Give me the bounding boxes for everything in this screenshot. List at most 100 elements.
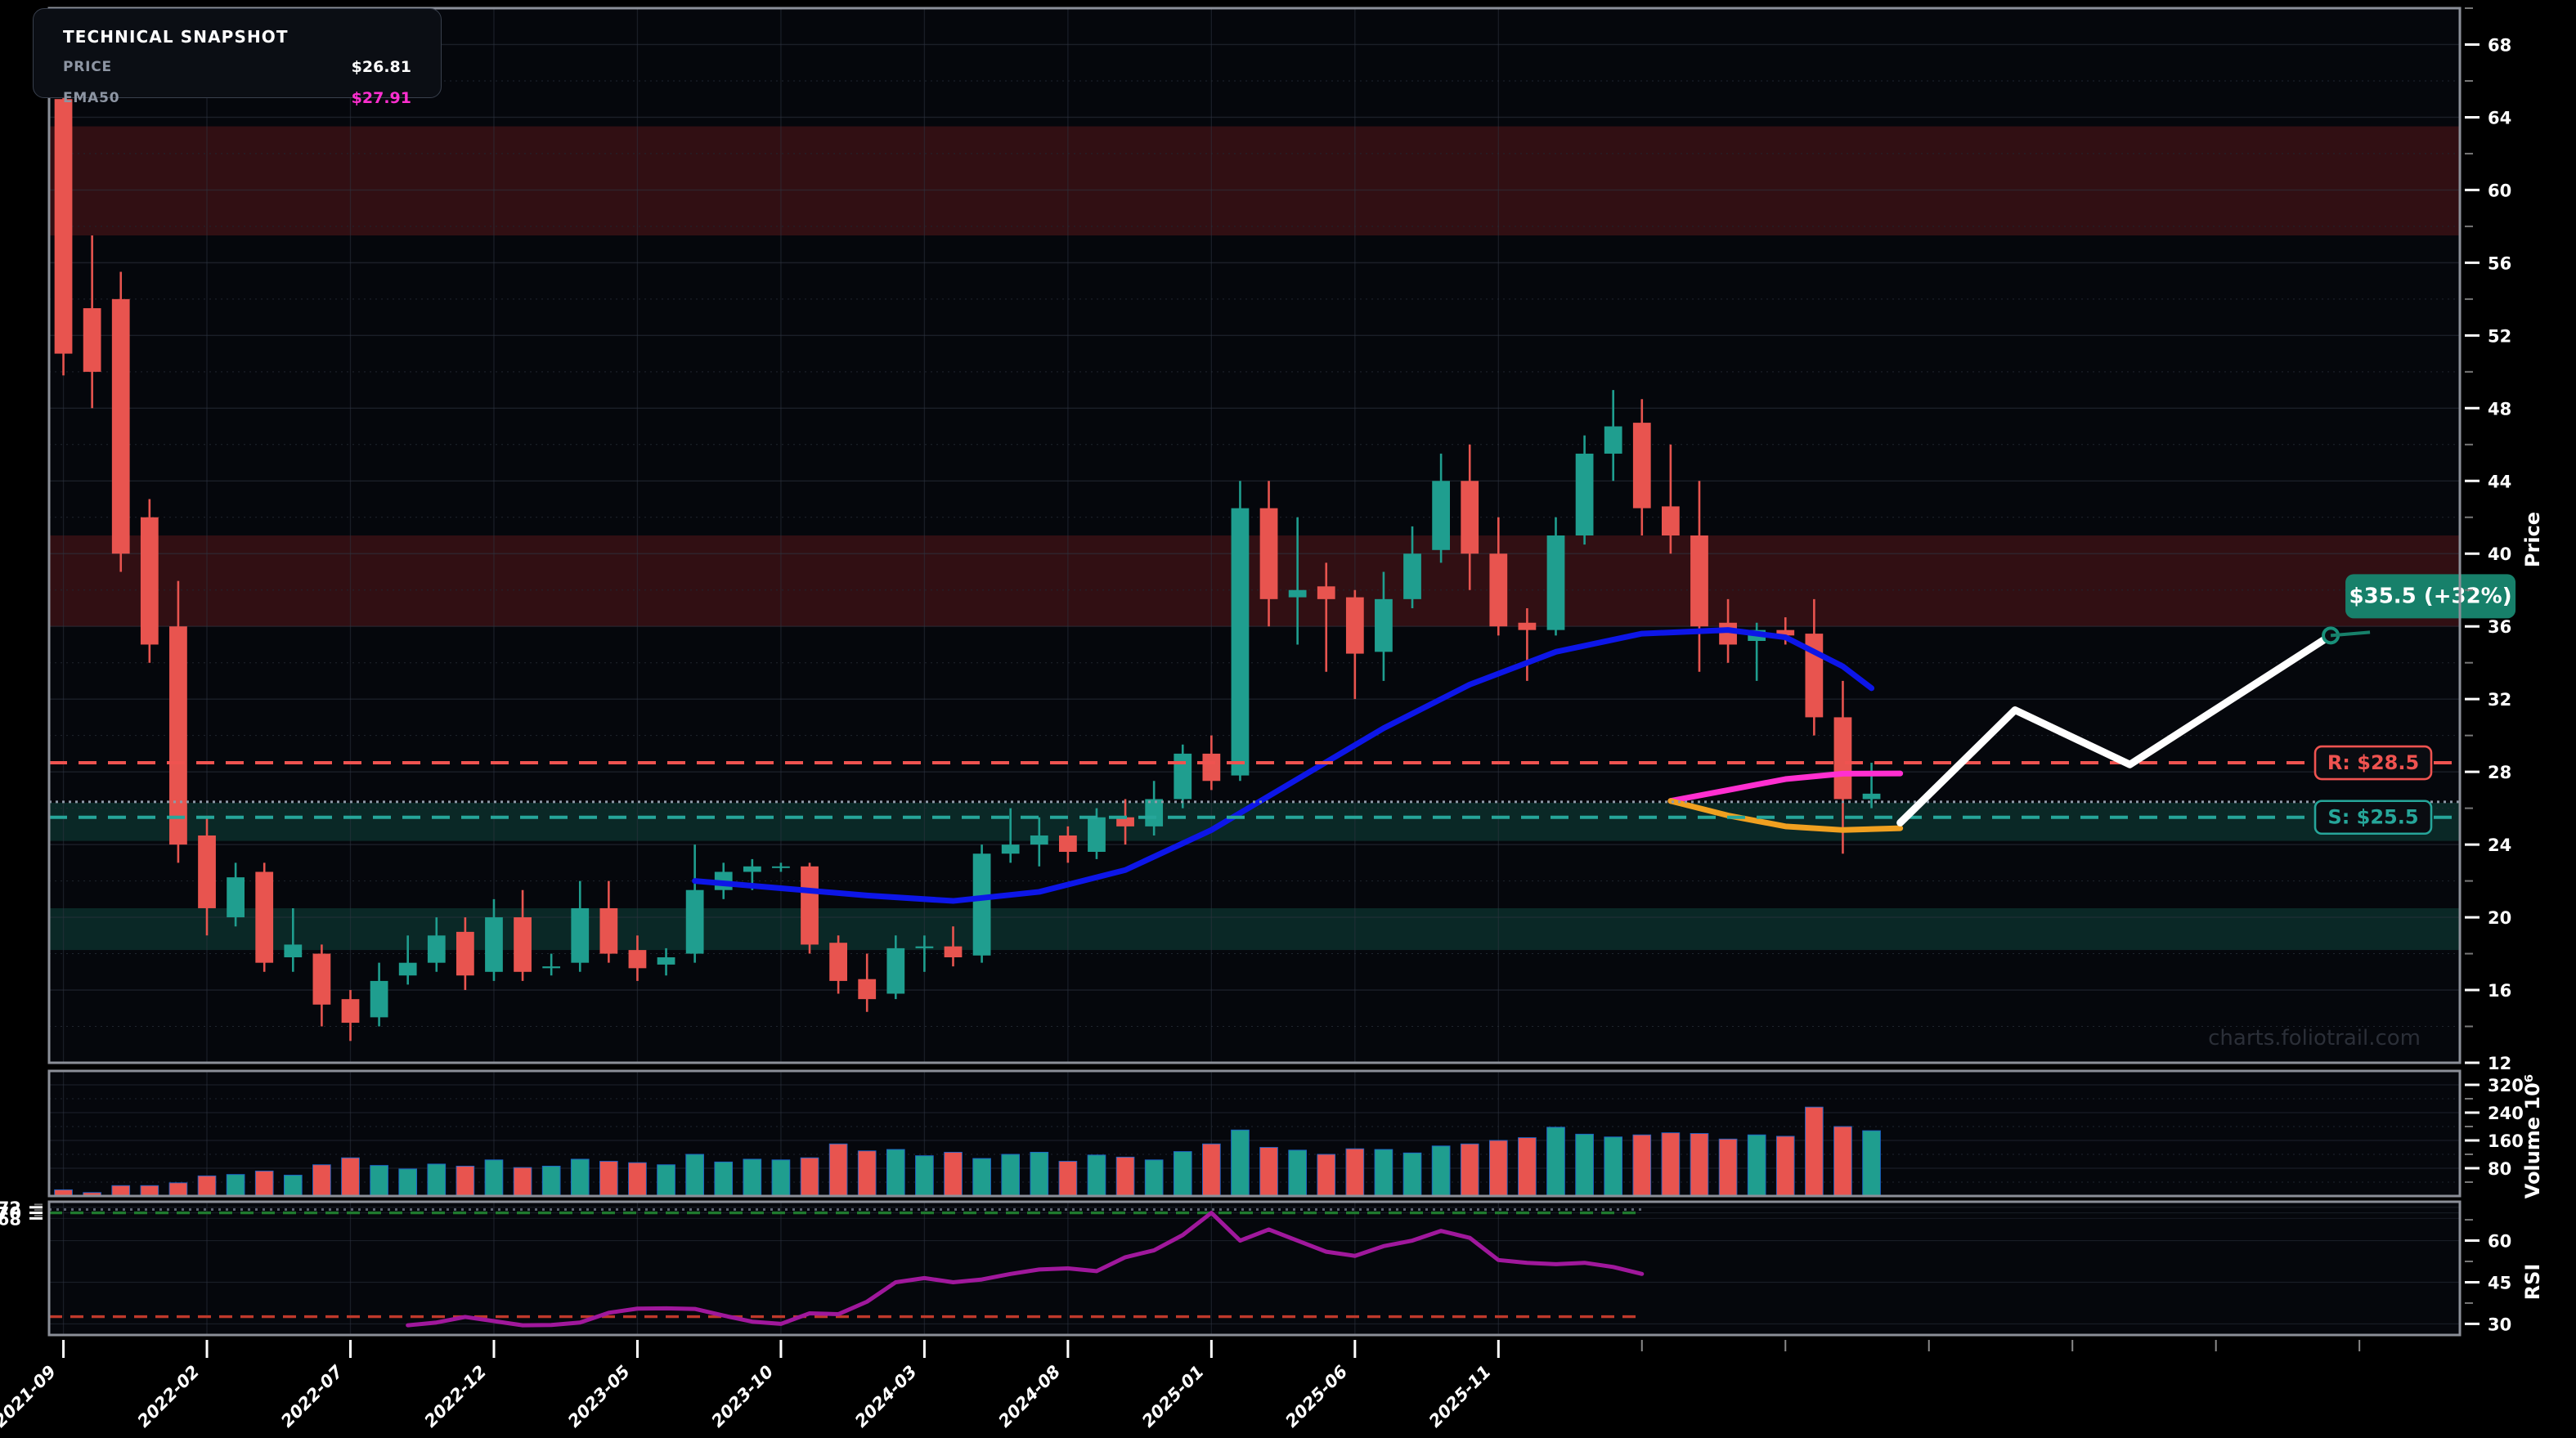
volume-bar <box>1001 1154 1021 1197</box>
volume-bar <box>1604 1136 1623 1197</box>
candle-body <box>1288 589 1307 598</box>
candle-body <box>1202 753 1221 782</box>
tick-label-rsi: 45 <box>2488 1273 2511 1292</box>
volume-bar <box>1718 1138 1738 1197</box>
candle-body <box>972 853 991 956</box>
candle-body <box>255 871 274 963</box>
candle-body <box>657 957 675 965</box>
tick-label-price: 36 <box>2488 617 2511 637</box>
volume-bar <box>111 1185 131 1197</box>
volume-bar <box>1115 1156 1135 1197</box>
candle-body <box>944 946 963 957</box>
resistance-badge: R: $28.5 <box>2313 745 2433 781</box>
tick-label-price: 12 <box>2488 1054 2511 1073</box>
axis-title-volume: Volume 10⁶ <box>2521 1074 2544 1199</box>
candle-body <box>227 877 245 918</box>
candle-body <box>1088 817 1106 852</box>
target-badge-box <box>2345 574 2516 619</box>
tick-label-rsi: 30 <box>2488 1315 2511 1334</box>
volume-bar <box>714 1161 734 1197</box>
candle-body <box>1145 799 1164 827</box>
tick-label-price: 20 <box>2488 908 2511 928</box>
candle-body <box>1030 835 1048 845</box>
candle-body <box>1489 553 1508 627</box>
volume-bar <box>197 1175 217 1197</box>
tick-label-price: 44 <box>2488 472 2511 491</box>
volume-bar <box>1259 1147 1278 1197</box>
ema50-magenta-line <box>1667 770 1904 804</box>
support-badge-box <box>2313 800 2433 835</box>
rsi-panel-background <box>49 1202 2460 1335</box>
tick-label-volume: 160 <box>2488 1131 2524 1151</box>
candle-body <box>1690 535 1708 627</box>
volume-bar <box>168 1182 188 1197</box>
volume-bar <box>1345 1148 1365 1197</box>
candle-body <box>398 962 417 976</box>
volume-bar <box>254 1170 274 1197</box>
volume-bar <box>1546 1127 1565 1197</box>
volume-bar <box>283 1175 303 1197</box>
volume-bar <box>427 1163 447 1197</box>
candle-body <box>829 943 847 981</box>
candle-body <box>427 935 446 963</box>
candle-body <box>685 889 704 954</box>
volume-bar <box>1690 1133 1709 1197</box>
resistance-badge-text: R: $28.5 <box>2327 751 2419 774</box>
candle-body <box>1461 481 1479 554</box>
volume-bar <box>886 1149 905 1197</box>
snapshot-label-price: PRICE <box>63 59 112 75</box>
candle-body <box>1604 426 1622 454</box>
zone-bands <box>49 126 2460 951</box>
rsi-line <box>406 1211 1645 1328</box>
axis-title-rsi: RSI <box>2521 1264 2544 1301</box>
tick-label-volume: 240 <box>2488 1104 2524 1123</box>
target-badge-text: $35.5 (+32%) <box>2349 584 2512 608</box>
zone-band-support_band <box>49 802 2460 841</box>
tick-label-price: 68 <box>2488 35 2511 55</box>
candle-body <box>772 866 790 868</box>
volume-bar <box>1862 1130 1881 1197</box>
target-leader-line <box>2330 630 2371 638</box>
tick-label-rsi-left: 72 <box>0 1198 21 1218</box>
candle-body <box>198 835 216 908</box>
candle-body <box>1174 753 1192 800</box>
candle-body <box>1059 835 1077 852</box>
volume-bar <box>1575 1133 1594 1197</box>
volume-bar <box>1805 1106 1824 1197</box>
volume-bar <box>1833 1126 1852 1197</box>
snapshot-value-price: $26.81 <box>351 58 411 76</box>
candle-body <box>1001 844 1020 854</box>
volume-bar <box>226 1174 245 1197</box>
panel-frame-2 <box>47 1200 2462 1337</box>
volume-bar <box>1288 1149 1307 1197</box>
tick-label-rsi-left: 68 <box>0 1209 21 1229</box>
volume-bar <box>1431 1145 1451 1197</box>
support-badge: S: $25.5 <box>2313 800 2433 835</box>
candle-body <box>1632 423 1651 508</box>
snapshot-value-ema50: $27.91 <box>351 89 411 107</box>
candle-body <box>1403 553 1421 599</box>
volume-bar <box>1747 1134 1766 1197</box>
tick-label-volume: 80 <box>2488 1159 2511 1179</box>
candle-body <box>1231 508 1250 776</box>
candle-body <box>1833 717 1852 800</box>
volume-bar <box>1144 1159 1164 1197</box>
volume-bar <box>657 1164 675 1197</box>
snapshot-title: TECHNICAL SNAPSHOT <box>63 27 289 47</box>
volume-bar <box>1661 1132 1681 1197</box>
candle-body <box>1518 622 1537 630</box>
volume-bar <box>1030 1151 1049 1197</box>
candle-body <box>628 950 647 969</box>
tick-label-price: 52 <box>2488 326 2511 346</box>
volume-bar <box>398 1168 418 1197</box>
projection-path <box>1896 631 2335 827</box>
candle-body <box>1776 629 1795 636</box>
candle-body <box>1116 817 1134 827</box>
candle-body <box>886 947 905 994</box>
snapshot-row-price: PRICE $26.81 <box>63 58 411 76</box>
volume-bar <box>1202 1143 1221 1197</box>
candle-body <box>1546 535 1565 630</box>
volume-bar <box>1317 1154 1336 1197</box>
